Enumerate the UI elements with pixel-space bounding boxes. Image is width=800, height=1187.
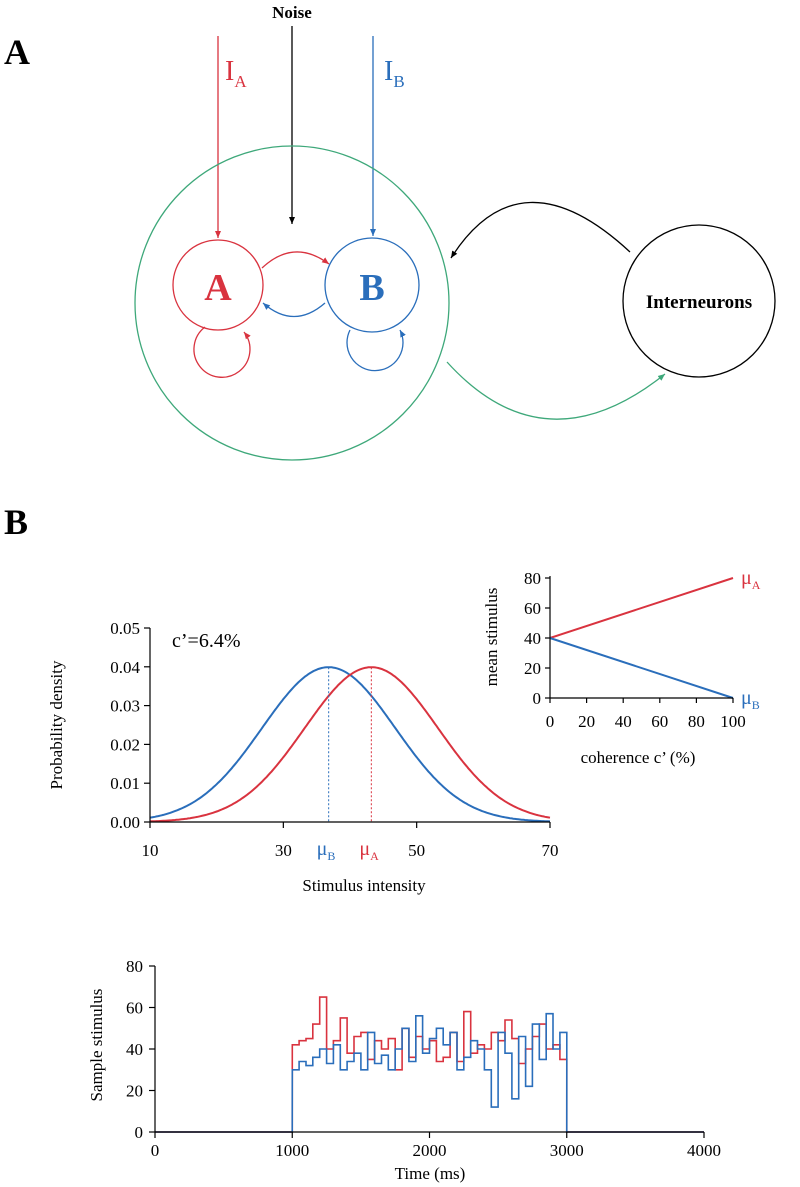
sample-y-tick-label: 80 bbox=[126, 957, 143, 976]
network-circle bbox=[134, 145, 450, 461]
input-b-label: IB bbox=[384, 56, 405, 91]
panel-b-letter: B bbox=[4, 502, 28, 542]
density-annotation: c’=6.4% bbox=[172, 630, 240, 652]
mean-x-tick-label: 80 bbox=[688, 712, 705, 731]
density-y-tick-label: 0.00 bbox=[110, 813, 140, 832]
population-a-circle bbox=[172, 239, 264, 331]
sample-x-tick-label: 3000 bbox=[550, 1141, 584, 1160]
density-y-tick-label: 0.05 bbox=[110, 619, 140, 638]
sample-trace-blue bbox=[155, 1012, 704, 1133]
density-x-label: Stimulus intensity bbox=[302, 876, 426, 895]
population-b-label: B bbox=[359, 267, 384, 309]
mean-x-tick-label: 40 bbox=[615, 712, 632, 731]
panel-a: A Noise IA IB A B Interneurons bbox=[4, 3, 776, 461]
sample-x-tick-label: 4000 bbox=[687, 1141, 721, 1160]
sample-y-tick-label: 40 bbox=[126, 1040, 143, 1059]
sample-y-tick-label: 20 bbox=[126, 1082, 143, 1101]
density-y-label: Probability density bbox=[47, 660, 66, 789]
mean-y-tick-label: 40 bbox=[524, 629, 541, 648]
density-curve-blue bbox=[149, 666, 551, 823]
density-y-tick-label: 0.04 bbox=[110, 658, 140, 677]
population-b-circle bbox=[324, 237, 420, 333]
mean-y-tick-label: 80 bbox=[524, 569, 541, 588]
density-mean-marker-label: μB bbox=[317, 838, 336, 863]
mean-stimulus-chart: 0 20 40 60 80 0 20 40 60 80 100 μA μB coherence c’… bbox=[482, 567, 761, 767]
panel-a-letter: A bbox=[4, 32, 30, 72]
population-b-self-loop bbox=[346, 329, 406, 372]
density-x-tick-label: 50 bbox=[408, 841, 425, 860]
input-a-label: IA bbox=[225, 56, 247, 91]
mean-x-tick-label: 0 bbox=[546, 712, 555, 731]
sample-y-label: Sample stimulus bbox=[87, 989, 106, 1102]
interneurons-label: Interneurons bbox=[646, 292, 752, 313]
sample-x-tick-label: 1000 bbox=[275, 1141, 309, 1160]
density-y-tick-label: 0.02 bbox=[110, 735, 140, 754]
interneurons-circle bbox=[622, 224, 776, 378]
density-mean-marker-label: μA bbox=[359, 838, 379, 863]
density-y-tick-label: 0.01 bbox=[110, 774, 140, 793]
density-y-tick-label: 0.03 bbox=[110, 697, 140, 716]
mean-x-tick-label: 100 bbox=[720, 712, 746, 731]
b-to-a-connection bbox=[262, 302, 326, 317]
mean-line-label-red: μA bbox=[741, 567, 761, 592]
mean-y-tick-label: 20 bbox=[524, 659, 541, 678]
sample-x-tick-label: 2000 bbox=[413, 1141, 447, 1160]
mean-line-blue bbox=[549, 637, 734, 699]
density-x-tick-label: 70 bbox=[542, 841, 559, 860]
panel-b: B μB μA 0.00 0.01 0.02 0.03 0.04 0.05 10 30 50 70… bbox=[4, 502, 761, 1183]
density-x-tick-label: 10 bbox=[142, 841, 159, 860]
mean-line-red bbox=[549, 577, 734, 639]
mean-x-label: coherence c’ (%) bbox=[581, 748, 696, 767]
mean-y-label: mean stimulus bbox=[482, 588, 501, 687]
sample-x-label: Time (ms) bbox=[395, 1164, 466, 1183]
sample-stimulus-chart: 0 20 40 60 80 0 1000 2000 3000 4000 Time (ms) Sa… bbox=[87, 957, 721, 1183]
density-curve-red bbox=[149, 666, 551, 823]
density-x-tick-label: 30 bbox=[275, 841, 292, 860]
a-to-b-connection bbox=[261, 251, 330, 269]
population-a-label: A bbox=[204, 267, 232, 309]
sample-y-tick-label: 60 bbox=[126, 999, 143, 1018]
inhibition-arrow bbox=[450, 201, 631, 259]
population-a-self-loop bbox=[193, 326, 251, 378]
excitation-arrow bbox=[446, 361, 666, 420]
mean-y-tick-label: 0 bbox=[533, 689, 542, 708]
sample-x-tick-label: 0 bbox=[151, 1141, 160, 1160]
mean-x-tick-label: 60 bbox=[651, 712, 668, 731]
mean-y-tick-label: 60 bbox=[524, 599, 541, 618]
mean-line-label-blue: μB bbox=[741, 687, 760, 712]
mean-x-tick-label: 20 bbox=[578, 712, 595, 731]
noise-label: Noise bbox=[272, 3, 312, 22]
density-chart: μB μA 0.00 0.01 0.02 0.03 0.04 0.05 10 30 50 70 c… bbox=[47, 619, 559, 895]
sample-trace-red bbox=[155, 996, 704, 1133]
sample-y-tick-label: 0 bbox=[135, 1123, 144, 1142]
